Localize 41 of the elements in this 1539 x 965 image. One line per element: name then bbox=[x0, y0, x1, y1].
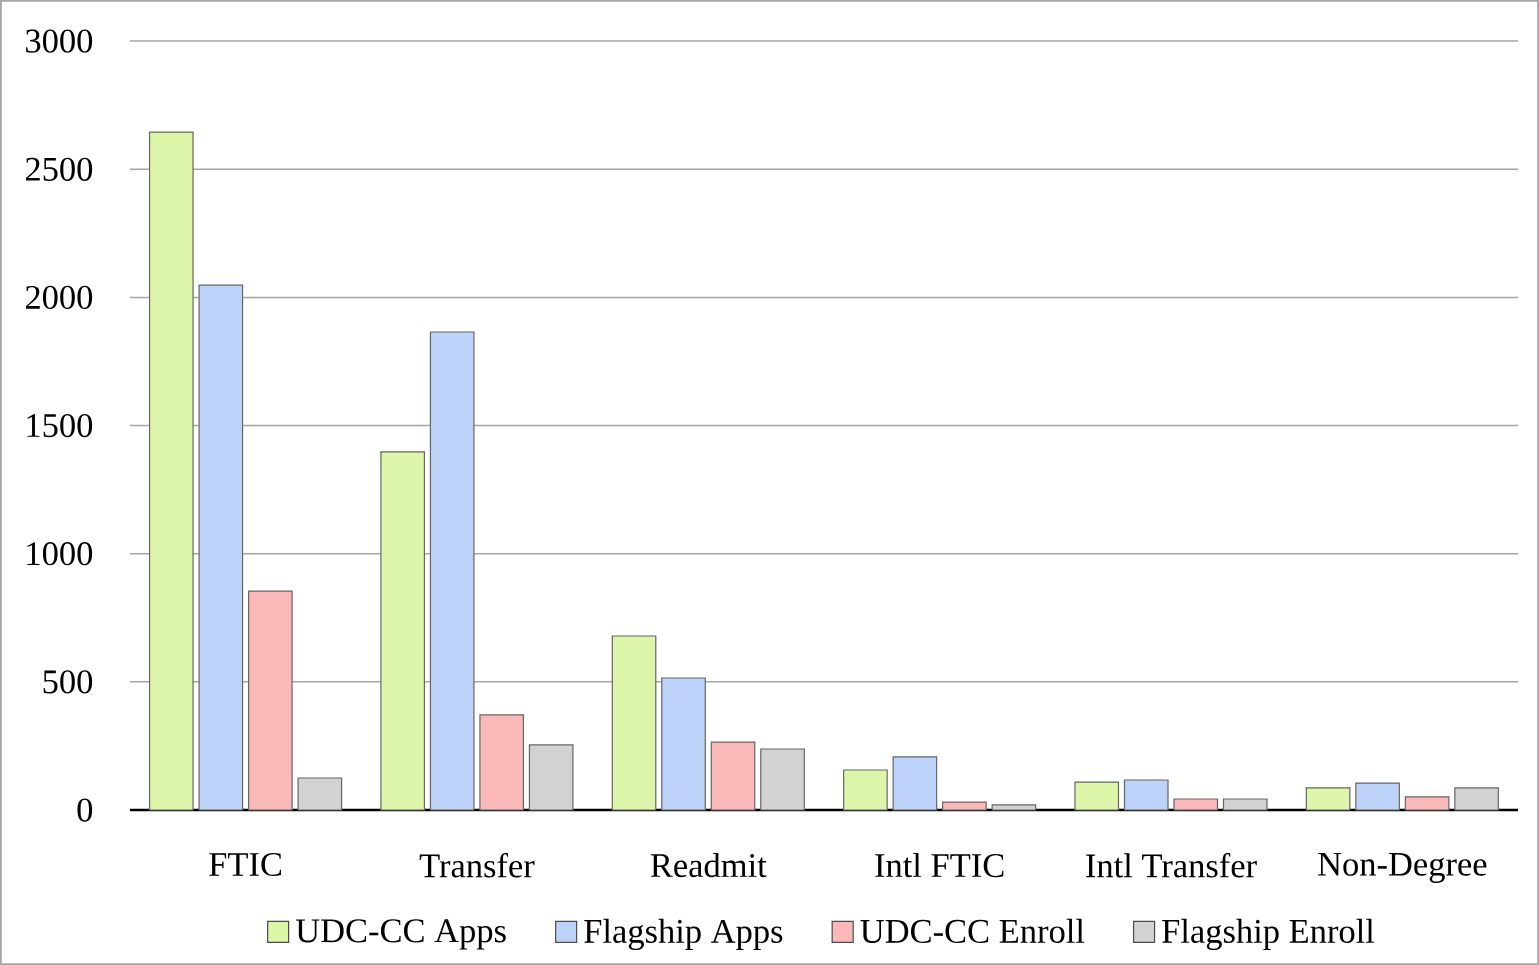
bar bbox=[1404, 796, 1450, 811]
bar bbox=[198, 284, 244, 811]
bar bbox=[661, 677, 706, 811]
bar bbox=[710, 741, 756, 811]
bar bbox=[843, 769, 888, 811]
bar bbox=[1123, 779, 1169, 811]
y-tick-label: 2500 bbox=[25, 157, 93, 181]
bar bbox=[1305, 787, 1351, 811]
bar bbox=[1355, 782, 1400, 811]
bar bbox=[942, 801, 987, 811]
bar bbox=[1454, 787, 1499, 811]
x-tick-label: FTIC bbox=[209, 852, 282, 877]
x-tick-label: Intl FTIC bbox=[875, 852, 1004, 878]
bar bbox=[528, 744, 574, 811]
y-tick-label: 3000 bbox=[26, 29, 93, 53]
legend-label: UDC-CC Enroll bbox=[860, 918, 1085, 943]
bar bbox=[1074, 781, 1120, 811]
bar bbox=[1222, 798, 1268, 811]
legend-label: Flagship Enroll bbox=[1162, 918, 1375, 951]
y-tick-label: 500 bbox=[43, 670, 93, 694]
x-tick-label: Transfer bbox=[419, 852, 535, 878]
x-tick-label: Intl Transfer bbox=[1086, 852, 1257, 878]
x-tick-label: Non-Degree bbox=[1318, 852, 1487, 883]
bar bbox=[148, 131, 194, 811]
bar bbox=[429, 331, 475, 811]
bar bbox=[991, 804, 1037, 811]
legend-label: Flagship Apps bbox=[584, 918, 783, 951]
bar bbox=[380, 451, 426, 811]
bar bbox=[760, 748, 805, 811]
y-tick-label: 1500 bbox=[27, 413, 93, 438]
x-tick-label: Readmit bbox=[650, 852, 767, 878]
y-tick-label: 0 bbox=[77, 798, 93, 822]
bar bbox=[611, 635, 657, 811]
bar bbox=[297, 777, 343, 811]
bar bbox=[247, 590, 293, 811]
bar bbox=[479, 714, 525, 811]
y-tick-label: 1000 bbox=[27, 542, 93, 566]
bar bbox=[892, 756, 938, 811]
bar bbox=[1173, 798, 1219, 811]
legend-label: UDC-CC Apps bbox=[295, 919, 506, 950]
y-tick-label: 2000 bbox=[25, 285, 93, 309]
